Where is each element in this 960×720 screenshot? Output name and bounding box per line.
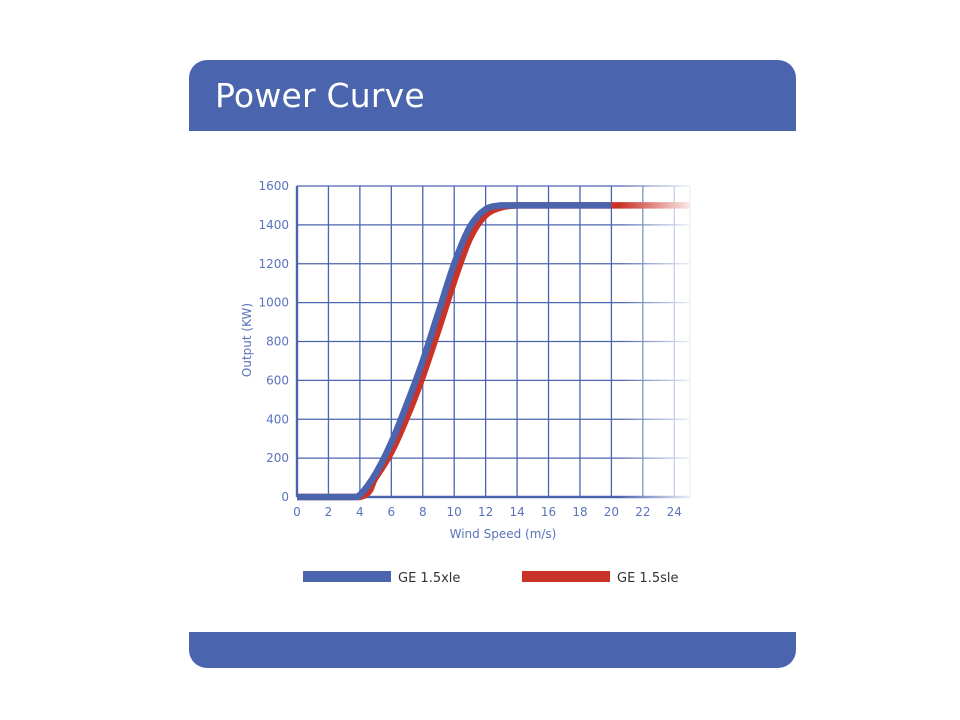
- page-title: Power Curve: [215, 76, 425, 115]
- card-header: Power Curve: [189, 60, 796, 131]
- y-tick-label: 800: [266, 335, 289, 349]
- x-tick-label: 24: [667, 505, 682, 519]
- x-tick-label: 8: [419, 505, 427, 519]
- x-tick-label: 10: [447, 505, 462, 519]
- legend-label: GE 1.5xle: [398, 571, 460, 586]
- series-line-1: [297, 202, 612, 501]
- y-tick-label: 600: [266, 373, 289, 387]
- legend-swatch: [303, 571, 391, 582]
- y-axis-ticks: 0 200 400 600 800 1000 1200 1400 1600: [258, 179, 289, 504]
- x-tick-label: 0: [293, 505, 301, 519]
- legend-swatch: [522, 571, 610, 582]
- x-axis-ticks: 0 2 4 6 8 10 12 14 16 18 20 22 24: [293, 505, 682, 519]
- x-tick-label: 22: [635, 505, 650, 519]
- y-tick-label: 1000: [258, 296, 289, 310]
- x-tick-label: 4: [356, 505, 364, 519]
- chart-series: [297, 202, 690, 501]
- legend-item: GE 1.5sle: [522, 571, 678, 586]
- y-tick-label: 1600: [258, 179, 289, 193]
- y-tick-label: 0: [281, 490, 289, 504]
- x-tick-label: 20: [604, 505, 619, 519]
- legend-item: GE 1.5xle: [303, 571, 460, 586]
- x-tick-label: 18: [572, 505, 587, 519]
- legend-label: GE 1.5sle: [617, 571, 678, 586]
- x-tick-label: 6: [387, 505, 395, 519]
- x-tick-label: 14: [509, 505, 524, 519]
- x-tick-label: 12: [478, 505, 493, 519]
- fade-overlay: [610, 170, 730, 530]
- y-tick-label: 200: [266, 451, 289, 465]
- y-tick-label: 400: [266, 412, 289, 426]
- y-tick-label: 1400: [258, 218, 289, 232]
- x-tick-label: 2: [325, 505, 333, 519]
- y-tick-label: 1200: [258, 257, 289, 271]
- card-footer: [189, 632, 796, 668]
- x-tick-label: 16: [541, 505, 556, 519]
- y-axis-label: Output (KW): [240, 303, 254, 377]
- x-axis-label: Wind Speed (m/s): [450, 527, 557, 541]
- legend: GE 1.5xle GE 1.5sle: [303, 571, 678, 586]
